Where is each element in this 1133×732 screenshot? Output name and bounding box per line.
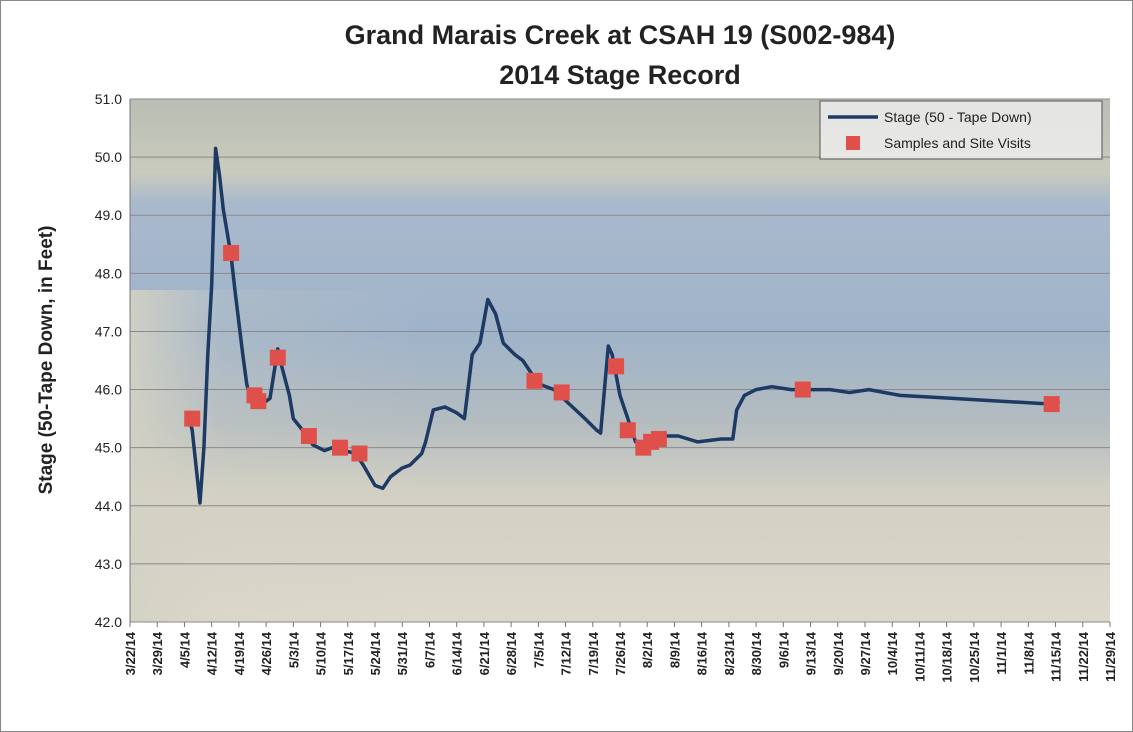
sample-marker	[650, 430, 667, 447]
x-tick-label: 11/8/14	[1021, 631, 1036, 674]
x-tick-label: 7/26/14	[613, 631, 628, 675]
x-tick-label: 5/3/14	[286, 631, 301, 668]
y-tick-label: 43.0	[95, 556, 122, 572]
x-tick-label: 7/19/14	[586, 631, 601, 675]
y-tick-label: 50.0	[95, 149, 122, 165]
x-tick-label: 8/30/14	[749, 631, 764, 675]
sample-marker	[526, 372, 543, 389]
x-tick-label: 3/22/14	[123, 631, 138, 675]
y-tick-label: 47.0	[95, 323, 122, 339]
sample-marker	[250, 393, 267, 410]
legend-box	[819, 100, 1103, 160]
sample-marker	[184, 410, 201, 427]
x-tick-label: 5/31/14	[395, 631, 410, 675]
sample-marker	[608, 358, 625, 375]
sample-marker	[269, 349, 286, 366]
x-tick-label: 10/11/14	[912, 631, 927, 682]
legend-swatch	[846, 136, 860, 150]
x-tick-label: 8/16/14	[695, 631, 710, 675]
sample-marker	[223, 244, 240, 261]
x-tick-label: 7/5/14	[531, 631, 546, 668]
x-tick-label: 10/18/14	[940, 631, 955, 682]
x-tick-label: 8/9/14	[667, 631, 682, 668]
x-tick-label: 11/29/14	[1103, 631, 1118, 682]
x-tick-label: 8/2/14	[640, 631, 655, 668]
y-tick-label: 42.0	[95, 614, 122, 630]
x-tick-label: 6/28/14	[504, 631, 519, 675]
x-tick-label: 9/13/14	[804, 631, 819, 675]
y-tick-label: 48.0	[95, 265, 122, 281]
x-tick-label: 11/1/14	[994, 631, 1009, 674]
x-tick-label: 9/6/14	[776, 631, 791, 668]
y-tick-label: 44.0	[95, 498, 122, 514]
sample-marker	[332, 439, 348, 456]
x-tick-label: 6/14/14	[450, 631, 465, 675]
x-tick-label: 4/5/14	[177, 631, 192, 668]
x-tick-label: 11/15/14	[1049, 631, 1064, 682]
x-tick-label: 7/12/14	[559, 631, 574, 675]
legend-label: Stage (50 - Tape Down)	[884, 109, 1032, 125]
legend-label: Samples and Site Visits	[884, 135, 1031, 151]
x-tick-label: 4/19/14	[232, 631, 247, 675]
y-tick-label: 49.0	[95, 207, 122, 223]
x-tick-label: 6/7/14	[422, 631, 437, 668]
x-tick-label: 10/25/14	[967, 631, 982, 682]
x-tick-label: 3/29/14	[150, 631, 165, 675]
sample-marker	[794, 381, 811, 398]
sample-marker	[553, 384, 570, 401]
y-tick-label: 51.0	[95, 91, 122, 107]
x-tick-label: 9/27/14	[858, 631, 873, 675]
chart-title: Grand Marais Creek at CSAH 19 (S002-984)	[345, 20, 896, 50]
x-tick-label: 5/10/14	[314, 631, 329, 675]
x-tick-label: 9/20/14	[831, 631, 846, 675]
sample-marker	[300, 428, 317, 445]
x-tick-label: 5/17/14	[341, 631, 356, 675]
legend: Stage (50 - Tape Down) Samples and Site V…	[819, 100, 1103, 160]
plot-background-shade	[130, 290, 430, 622]
y-axis-label: Stage (50-Tape Down, in Feet)	[36, 226, 57, 495]
y-tick-label: 46.0	[95, 382, 122, 398]
sample-marker	[1043, 396, 1060, 413]
y-tick-label: 45.0	[95, 440, 122, 456]
x-tick-label: 8/23/14	[722, 631, 737, 675]
sample-marker	[619, 422, 636, 439]
x-tick-label: 5/24/14	[368, 631, 383, 675]
x-tick-label: 10/4/14	[885, 631, 900, 675]
x-tick-label: 4/26/14	[259, 631, 274, 675]
grid: 42.0 43.0 44.0 45.0 46.0 47.0 48.0 49.0 50.0 51.0…	[95, 91, 1118, 683]
x-tick-label: 11/22/14	[1076, 631, 1091, 682]
marks	[184, 146, 1061, 505]
x-tick-label: 4/12/14	[205, 631, 220, 675]
chart-subtitle: 2014 Stage Record	[499, 60, 741, 90]
sample-marker	[351, 445, 368, 462]
x-tick-label: 6/21/14	[477, 631, 492, 675]
